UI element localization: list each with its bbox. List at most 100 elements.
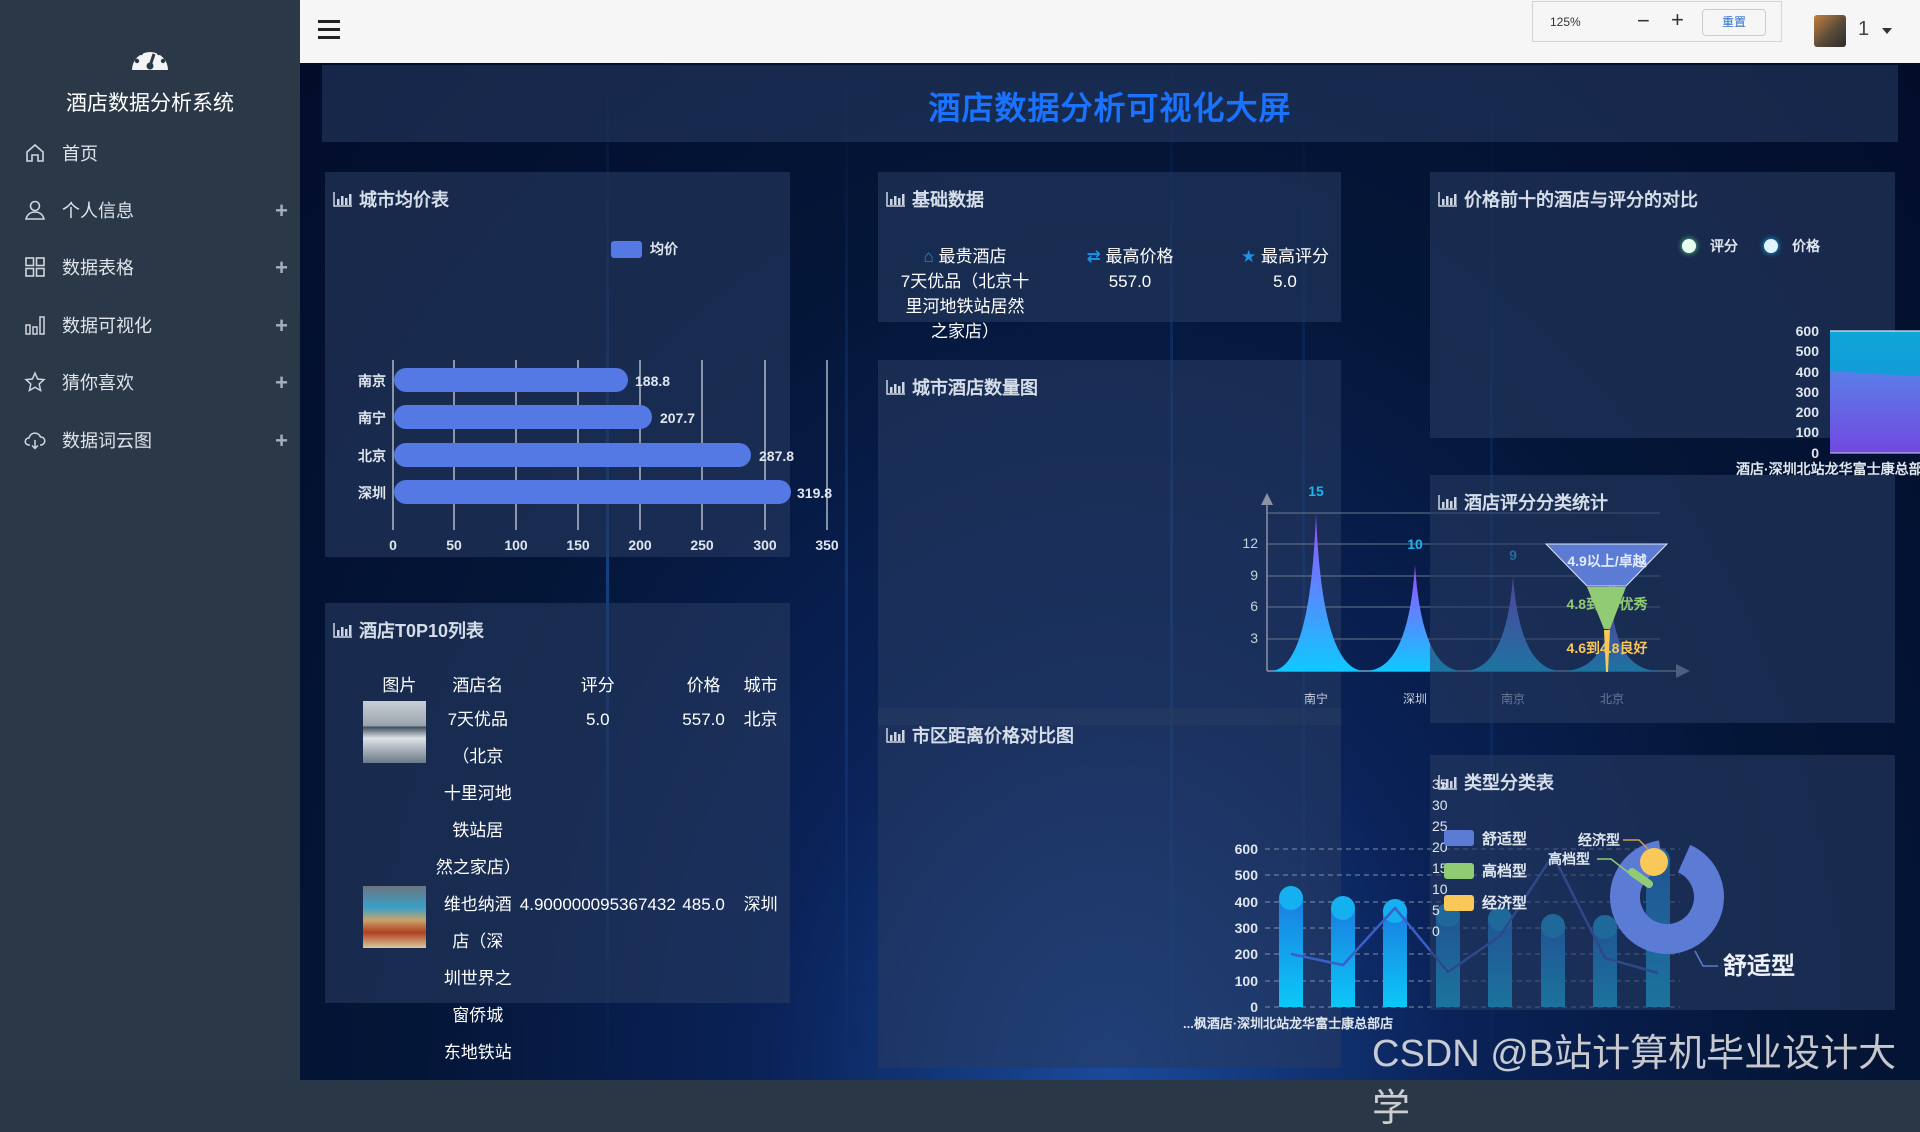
bar-chart-icon [1438,192,1457,207]
chevron-down-icon[interactable] [1882,28,1892,34]
expand-plus-icon[interactable]: + [275,428,288,453]
svg-text:酒店·深圳北站龙华富士康总部店: 酒店·深圳北站龙华富士康总部店 [1736,461,1920,477]
svg-text:北京: 北京 [358,448,386,464]
svg-text:200: 200 [1796,404,1820,420]
star-icon: ★ [1241,247,1257,266]
panel-distance-price: 市区距离价格对比图 [878,708,1341,1068]
home-icon [22,140,48,166]
svg-text:0: 0 [1250,999,1258,1015]
bar-chart-icon [886,380,905,395]
zoom-in-button[interactable]: + [1671,7,1684,32]
avatar[interactable] [1814,15,1846,47]
sidebar-item-visualization[interactable]: 数据可视化 + [0,305,300,345]
panel-title: 酒店评分分类统计 [1438,489,1608,515]
sidebar: 酒店数据分析系统 首页 个人信息 + 数据表格 + 数据可视化 + 猜你喜欢 +… [0,0,300,1080]
sidebar-item-wordcloud[interactable]: 数据词云图 + [0,420,300,460]
svg-text:207.7: 207.7 [660,410,695,426]
table-row[interactable]: 维也纳酒店（深圳世界之窗侨城东地铁站店） 4.900000095367432 4… [363,886,790,1080]
panel-type-pie: 类型分类表 35 30 25 20 15 10 5 0 舒适型 高档型 经济型 经济型 高档型 … [1430,755,1895,1010]
svg-text:30: 30 [1432,797,1448,813]
svg-text:5: 5 [1432,902,1440,918]
svg-text:400: 400 [1235,894,1259,910]
svg-text:0: 0 [389,537,397,553]
hotel-thumbnail[interactable] [363,701,426,763]
watermark: CSDN @B站计算机毕业设计大学 [1372,1033,1897,1130]
top-bar: 125% − + 重置 1 [300,0,1920,63]
svg-text:高档型: 高档型 [1482,862,1527,880]
svg-text:深圳: 深圳 [358,485,386,501]
cloud-icon [22,427,48,453]
svg-text:200: 200 [628,537,652,553]
svg-text:4.6到4.8良好: 4.6到4.8良好 [1567,640,1648,656]
sidebar-item-label: 数据可视化 [62,316,152,336]
panel-top10-compare: 价格前十的酒店与评分的对比 评分 价格 [1430,172,1895,438]
panel-title: 价格前十的酒店与评分的对比 [1438,186,1698,212]
panel-title: 酒店T0P10列表 [333,617,484,643]
rating-funnel-chart: 4.9以上/卓越 4.8到4.9优秀 4.6到4.8良好 [1544,543,1669,672]
svg-text:100: 100 [1796,424,1820,440]
menu-toggle-icon[interactable] [318,20,340,40]
expand-plus-icon[interactable]: + [275,198,288,223]
grid-icon [22,254,48,280]
svg-text:20: 20 [1432,839,1448,855]
title-bar: 酒店数据分析可视化大屏 [322,65,1898,142]
sidebar-item-profile[interactable]: 个人信息 + [0,190,300,230]
bar-chart-icon [22,312,48,338]
svg-text:188.8: 188.8 [635,373,670,389]
svg-text:25: 25 [1432,818,1448,834]
bar-chart-icon [1438,775,1457,790]
sidebar-item-data-table[interactable]: 数据表格 + [0,247,300,287]
svg-text:12: 12 [1242,535,1258,551]
svg-text:舒适型: 舒适型 [1723,952,1795,980]
svg-text:深圳: 深圳 [1403,692,1427,706]
table-row[interactable]: 7天优品（北京 十里河地铁站居 然之家店） 5.0 557.0 北京 [363,701,790,886]
panel-top10-list: 酒店T0P10列表 图片 酒店名 评分 价格 城市 7天优品（北京 十里河地铁站居… [325,603,790,1062]
dashboard-logo-icon [132,46,168,70]
panel-title: 基础数据 [886,186,984,212]
svg-text:100: 100 [1235,973,1259,989]
svg-text:经济型: 经济型 [1578,832,1620,848]
bar-chart-icon [333,623,352,638]
system-title: 酒店数据分析系统 [66,92,234,115]
svg-text:400: 400 [1796,364,1820,380]
svg-text:15: 15 [1308,483,1324,499]
bar-chart-icon [333,192,352,207]
expand-plus-icon[interactable]: + [275,370,288,395]
sidebar-item-home[interactable]: 首页 [0,133,300,173]
svg-text:100: 100 [504,537,528,553]
svg-text:250: 250 [690,537,714,553]
svg-text:15: 15 [1432,860,1448,876]
username[interactable]: 1 [1858,18,1870,40]
svg-text:350: 350 [815,537,839,553]
sidebar-item-label: 数据表格 [62,258,134,278]
expand-plus-icon[interactable]: + [275,255,288,280]
hotel-thumbnail[interactable] [363,886,426,948]
zoom-out-button[interactable]: − [1637,8,1650,33]
expand-plus-icon[interactable]: + [275,313,288,338]
stat-highest-price: ⇄ 最高价格 557.0 [1086,247,1174,291]
sidebar-item-label: 猜你喜欢 [62,373,134,393]
sidebar-item-label: 首页 [62,144,98,164]
panel-title: 类型分类表 [1438,769,1554,795]
x-axis-label: ...枫酒店·深圳北站龙华富士康总部店 [1183,1016,1393,1031]
chart-legend[interactable]: 评分 价格 [1682,236,1820,256]
sidebar-item-recommend[interactable]: 猜你喜欢 + [0,362,300,402]
svg-text:10: 10 [1432,881,1448,897]
svg-text:舒适型: 舒适型 [1482,830,1527,848]
panel-title: 城市酒店数量图 [886,374,1038,400]
chart-legend[interactable]: 均价 [611,239,678,259]
panel-title: 市区距离价格对比图 [886,722,1074,748]
svg-text:300: 300 [1796,384,1820,400]
svg-text:319.8: 319.8 [797,485,832,501]
sidebar-item-label: 个人信息 [62,201,134,221]
zoom-reset-button[interactable]: 重置 [1702,9,1766,36]
svg-text:9: 9 [1250,567,1258,583]
svg-text:600: 600 [1796,323,1820,339]
svg-text:经济型: 经济型 [1482,894,1527,912]
panel-city-hotel-count: 城市酒店数量图 [878,360,1341,725]
svg-text:南京: 南京 [358,373,386,389]
svg-text:300: 300 [1235,920,1259,936]
home-icon: ⌂ [923,247,934,266]
